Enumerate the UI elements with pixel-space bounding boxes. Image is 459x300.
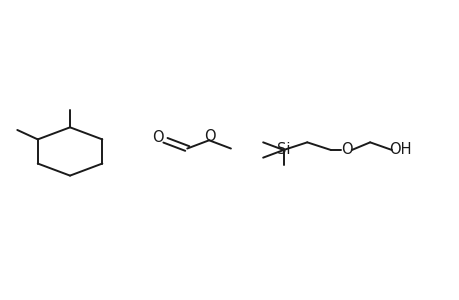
Text: Si: Si (276, 142, 290, 158)
Text: O: O (152, 130, 164, 146)
Text: O: O (340, 142, 352, 157)
Text: OH: OH (388, 142, 410, 157)
Text: O: O (204, 129, 215, 144)
